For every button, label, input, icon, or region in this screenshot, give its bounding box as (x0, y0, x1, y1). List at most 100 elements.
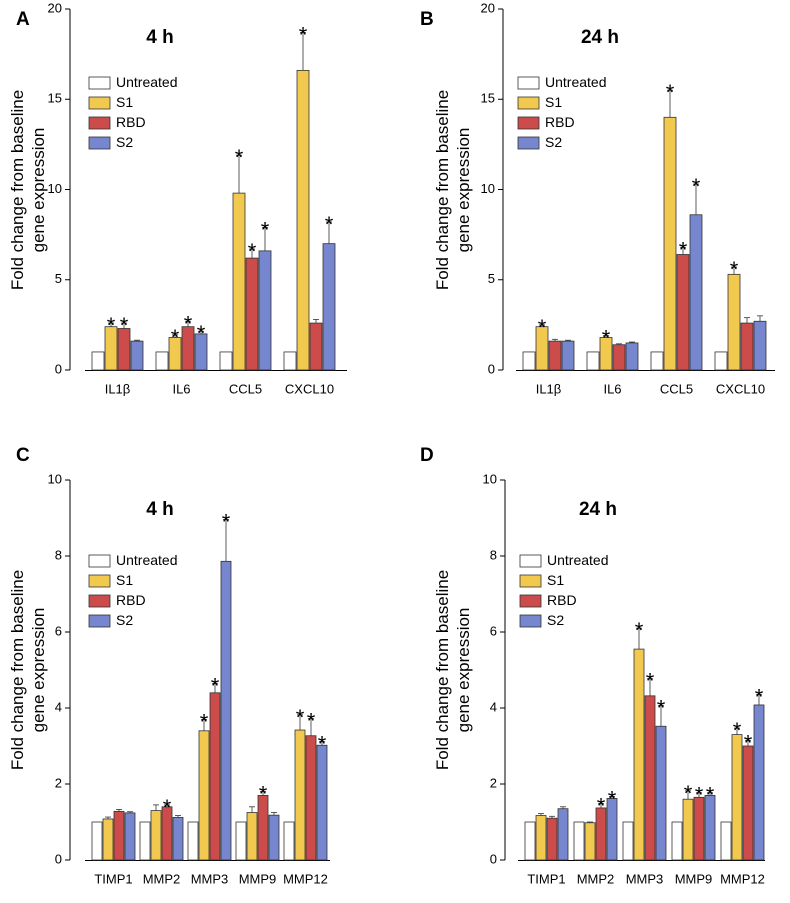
bar-untreated-mmp2 (573, 821, 585, 861)
bar-untreated-timp1 (91, 821, 103, 861)
bar-untreated-ccl5 (650, 351, 664, 371)
legend-label-rbd: RBD (547, 592, 577, 608)
x-tick-label: CXCL10 (285, 381, 334, 396)
legend: Untreated S1 RBD S2 (519, 552, 608, 628)
bar-s1-mmp2 (584, 822, 596, 861)
panel-d: D 24 h Fold change from baseline gene expre… (420, 445, 765, 886)
significance-star: * (235, 145, 244, 170)
panel-title: 4 h (146, 27, 173, 48)
significance-star: * (692, 174, 701, 199)
y-axis-label-line: Fold change from baseline (8, 90, 27, 290)
legend-swatch-s1 (88, 96, 111, 110)
y-tick-label: 15 (48, 91, 62, 106)
panel-letter: D (420, 445, 434, 466)
legend-swatch-s1 (519, 574, 542, 588)
legend-swatch-s1 (517, 96, 540, 110)
y-tick-label: 2 (55, 775, 62, 790)
panel-c: C 4 h Fold change from baseline gene expres… (8, 445, 330, 886)
y-tick-label: 2 (490, 775, 497, 790)
legend-label-s2: S2 (547, 612, 564, 628)
bar-s2-ccl5 (689, 214, 703, 371)
y-tick-label: 6 (490, 623, 497, 638)
bar-s1-mmp9 (246, 812, 258, 861)
bar-s2-ccl5 (258, 250, 272, 371)
significance-star: * (679, 237, 688, 262)
bar-s1-ccl5 (663, 116, 677, 371)
y-tick-label: 4 (490, 699, 497, 714)
bar-untreated-mmp9 (671, 821, 683, 861)
bar-rbd-timp1 (546, 817, 558, 861)
bar-untreated-mmp2 (139, 821, 151, 861)
bar-rbd-cxcl10 (309, 322, 323, 371)
y-axis-label-line: gene expression (454, 128, 473, 253)
bar-untreated-il1β (91, 351, 105, 371)
y-tick-label: 10 (483, 471, 497, 486)
x-tick-label: IL6 (172, 381, 190, 396)
x-tick-label: MMP2 (143, 871, 181, 886)
bar-s1-mmp2 (150, 810, 162, 861)
bar-s2-mmp3 (220, 560, 232, 861)
panel-letter: A (16, 9, 30, 30)
bar-rbd-il6 (612, 344, 626, 371)
y-tick-label: 0 (490, 851, 497, 866)
significance-star: * (695, 783, 704, 808)
bar-untreated-mmp12 (720, 821, 732, 861)
bar-untreated-mmp3 (187, 821, 199, 861)
y-tick-label: 8 (55, 547, 62, 562)
y-tick-label: 20 (48, 0, 62, 15)
y-tick-label: 0 (488, 361, 495, 376)
bar-rbd-cxcl10 (740, 322, 754, 371)
significance-star: * (184, 311, 193, 336)
x-tick-label: MMP12 (720, 871, 765, 886)
legend-label-rbd: RBD (116, 592, 146, 608)
x-tick-label: IL1β (536, 381, 562, 396)
bar-rbd-mmp12 (742, 745, 754, 861)
bar-rbd-mmp12 (305, 735, 317, 861)
legend: Untreated S1 RBD S2 (517, 74, 606, 150)
bar-s1-mmp12 (294, 729, 306, 861)
significance-star: * (200, 709, 209, 734)
y-axis-label-line: Fold change from baseline (433, 570, 452, 770)
y-tick-label: 10 (48, 471, 62, 486)
legend-label-s1: S1 (545, 94, 562, 110)
bar-untreated-timp1 (524, 821, 536, 861)
x-tick-label: IL1β (105, 381, 131, 396)
significance-star: * (608, 787, 617, 812)
bar-rbd-timp1 (113, 810, 125, 861)
x-tick-label: IL6 (603, 381, 621, 396)
y-tick-label: 8 (490, 547, 497, 562)
y-axis-label: Fold change from baseline gene expression (8, 570, 48, 770)
y-axis-label: Fold change from baseline gene expression (433, 570, 473, 770)
x-tick-label: MMP2 (577, 871, 615, 886)
legend-swatch-untreated (519, 554, 542, 568)
significance-star: * (755, 684, 764, 709)
legend-swatch-rbd (517, 116, 540, 130)
legend-label-untreated: Untreated (116, 74, 177, 90)
legend: Untreated S1 RBD S2 (88, 74, 177, 150)
legend-swatch-rbd (88, 116, 111, 130)
legend-swatch-untreated (517, 76, 540, 90)
bar-s1-cxcl10 (727, 273, 741, 371)
panel-letter: C (16, 445, 30, 466)
legend-label-s2: S2 (116, 134, 133, 150)
bar-untreated-il6 (155, 351, 169, 371)
y-tick-label: 5 (55, 271, 62, 286)
bar-untreated-il6 (586, 351, 600, 371)
bar-s2-mmp9 (268, 814, 280, 861)
legend-label-s2: S2 (545, 134, 562, 150)
bar-s1-timp1 (102, 818, 114, 861)
y-axis-label-line: Fold change from baseline (433, 90, 452, 290)
significance-star: * (261, 217, 270, 242)
bar-rbd-ccl5 (676, 254, 690, 371)
significance-star: * (171, 325, 180, 350)
y-tick-label: 0 (55, 361, 62, 376)
legend-swatch-rbd (88, 594, 111, 608)
y-tick-label: 10 (481, 181, 495, 196)
legend-swatch-s2 (519, 614, 542, 628)
legend-swatch-untreated (88, 76, 111, 90)
x-tick-label: TIMP1 (94, 871, 132, 886)
x-tick-label: CXCL10 (716, 381, 765, 396)
bar-untreated-ccl5 (219, 351, 233, 371)
x-tick-label: MMP3 (626, 871, 664, 886)
